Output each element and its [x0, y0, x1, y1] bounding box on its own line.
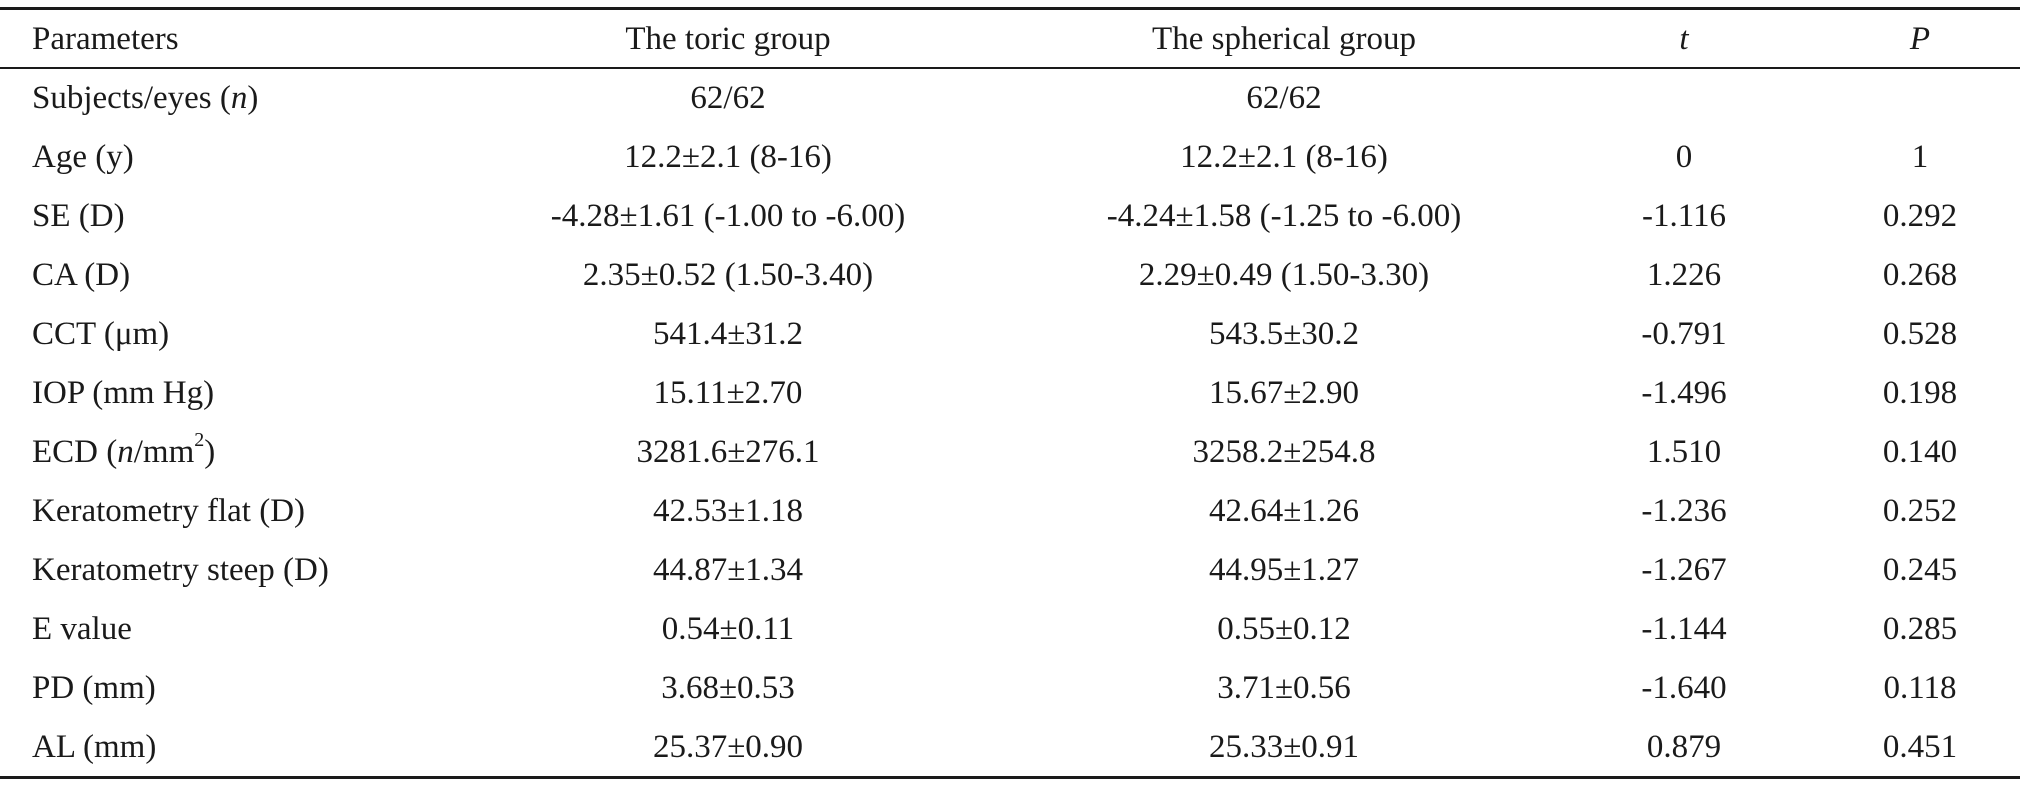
row-parameter-text-end: )	[204, 434, 216, 470]
table-row: Subjects/eyes (n) 62/62 62/62	[0, 69, 2020, 128]
row-toric-value: 25.37±0.90	[652, 729, 804, 765]
row-parameter-italic: n	[230, 80, 248, 116]
row-t-value: -1.144	[1641, 611, 1727, 647]
row-spherical-value: 42.64±1.26	[1208, 493, 1360, 529]
row-toric-value: 42.53±1.18	[652, 493, 804, 529]
row-t-value: -1.640	[1641, 670, 1727, 706]
row-parameter: ECD (n/mm2)	[32, 423, 215, 482]
row-parameter: AL (mm)	[32, 729, 157, 765]
table-row: AL (mm) 25.37±0.90 25.33±0.91 0.879 0.45…	[0, 718, 2020, 777]
header-spherical-group: The spherical group	[1152, 21, 1416, 57]
table-row: PD (mm) 3.68±0.53 3.71±0.56 -1.640 0.118	[0, 659, 2020, 718]
row-p-value: 0.451	[1882, 729, 1958, 765]
table-row: Age (y) 12.2±2.1 (8-16) 12.2±2.1 (8-16) …	[0, 128, 2020, 187]
table-header-rule	[0, 67, 2020, 69]
table-bottom-rule	[0, 776, 2020, 779]
row-spherical-value: 2.29±0.49 (1.50-3.30)	[1138, 257, 1430, 293]
row-t-value: -1.236	[1641, 493, 1727, 529]
row-p-value: 0.268	[1882, 257, 1958, 293]
row-parameter-text-end: )	[247, 80, 259, 116]
table-row: Keratometry flat (D) 42.53±1.18 42.64±1.…	[0, 482, 2020, 541]
row-parameter: CA (D)	[32, 257, 131, 293]
table-header-row: Parameters The toric group The spherical…	[0, 10, 2020, 69]
row-p-value	[1820, 69, 2020, 128]
row-spherical-value: 62/62	[1246, 80, 1322, 116]
table-row: CA (D) 2.35±0.52 (1.50-3.40) 2.29±0.49 (…	[0, 246, 2020, 305]
header-toric-group: The toric group	[625, 21, 831, 57]
header-t: t	[1679, 21, 1689, 57]
table-row: CCT (μm) 541.4±31.2 543.5±30.2 -0.791 0.…	[0, 305, 2020, 364]
row-parameter: Keratometry flat (D)	[32, 493, 306, 529]
row-spherical-value: 15.67±2.90	[1208, 375, 1360, 411]
row-parameter: E value	[32, 611, 132, 647]
table-row: ECD (n/mm2) 3281.6±276.1 3258.2±254.8 1.…	[0, 423, 2020, 482]
row-parameter-text-mid: /mm	[133, 434, 195, 470]
row-t-value	[1584, 69, 1784, 128]
row-t-value: -1.116	[1641, 198, 1726, 234]
row-toric-value: 15.11±2.70	[653, 375, 803, 411]
row-p-value: 0.292	[1882, 198, 1958, 234]
row-p-value: 0.285	[1882, 611, 1958, 647]
row-parameter: Age (y)	[32, 139, 134, 175]
row-t-value: -1.496	[1641, 375, 1727, 411]
table-row: E value 0.54±0.11 0.55±0.12 -1.144 0.285	[0, 600, 2020, 659]
row-t-value: 0	[1675, 139, 1693, 175]
row-spherical-value: 44.95±1.27	[1208, 552, 1360, 588]
row-p-value: 0.245	[1882, 552, 1958, 588]
row-t-value: 1.226	[1646, 257, 1722, 293]
row-spherical-value: 0.55±0.12	[1217, 611, 1351, 647]
row-parameter-text: ECD (	[32, 434, 118, 470]
row-parameter-italic: n	[117, 434, 134, 470]
row-spherical-value: 3258.2±254.8	[1192, 434, 1376, 470]
table-row: Keratometry steep (D) 44.87±1.34 44.95±1…	[0, 541, 2020, 600]
header-parameters: Parameters	[32, 21, 179, 57]
row-toric-value: 3281.6±276.1	[636, 434, 820, 470]
row-p-value: 0.198	[1882, 375, 1958, 411]
row-toric-value: 44.87±1.34	[652, 552, 804, 588]
row-toric-value: -4.28±1.61 (-1.00 to -6.00)	[550, 198, 906, 234]
row-parameter-text: Subjects/eyes (	[32, 80, 231, 116]
row-spherical-value: 3.71±0.56	[1217, 670, 1351, 706]
row-toric-value: 3.68±0.53	[661, 670, 795, 706]
table-row: SE (D) -4.28±1.61 (-1.00 to -6.00) -4.24…	[0, 187, 2020, 246]
row-p-value: 0.528	[1882, 316, 1958, 352]
header-p: P	[1909, 21, 1931, 57]
row-t-value: -0.791	[1641, 316, 1727, 352]
row-toric-value: 2.35±0.52 (1.50-3.40)	[582, 257, 874, 293]
row-p-value: 1	[1911, 139, 1929, 175]
row-p-value: 0.118	[1883, 670, 1957, 706]
table-top-rule	[0, 7, 2020, 10]
row-parameter: PD (mm)	[32, 670, 156, 706]
table-row: IOP (mm Hg) 15.11±2.70 15.67±2.90 -1.496…	[0, 364, 2020, 423]
row-parameter: Keratometry steep (D)	[32, 552, 329, 588]
row-parameter: SE (D)	[32, 198, 125, 234]
row-spherical-value: 12.2±2.1 (8-16)	[1180, 139, 1388, 175]
row-parameter: IOP (mm Hg)	[32, 375, 215, 411]
row-spherical-value: 25.33±0.91	[1208, 729, 1360, 765]
row-toric-value: 0.54±0.11	[661, 611, 795, 647]
row-toric-value: 12.2±2.1 (8-16)	[624, 139, 832, 175]
row-t-value: -1.267	[1641, 552, 1727, 588]
row-t-value: 0.879	[1646, 729, 1722, 765]
row-parameter: CCT (μm)	[32, 316, 170, 352]
row-spherical-value: 543.5±30.2	[1208, 316, 1360, 352]
row-toric-value: 541.4±31.2	[652, 316, 804, 352]
row-t-value: 1.510	[1646, 434, 1722, 470]
row-p-value: 0.140	[1882, 434, 1958, 470]
row-p-value: 0.252	[1882, 493, 1958, 529]
row-toric-value: 62/62	[690, 80, 766, 116]
row-parameter-superscript: 2	[194, 429, 205, 451]
row-parameter: Subjects/eyes (n)	[32, 69, 258, 128]
row-spherical-value: -4.24±1.58 (-1.25 to -6.00)	[1106, 198, 1462, 234]
